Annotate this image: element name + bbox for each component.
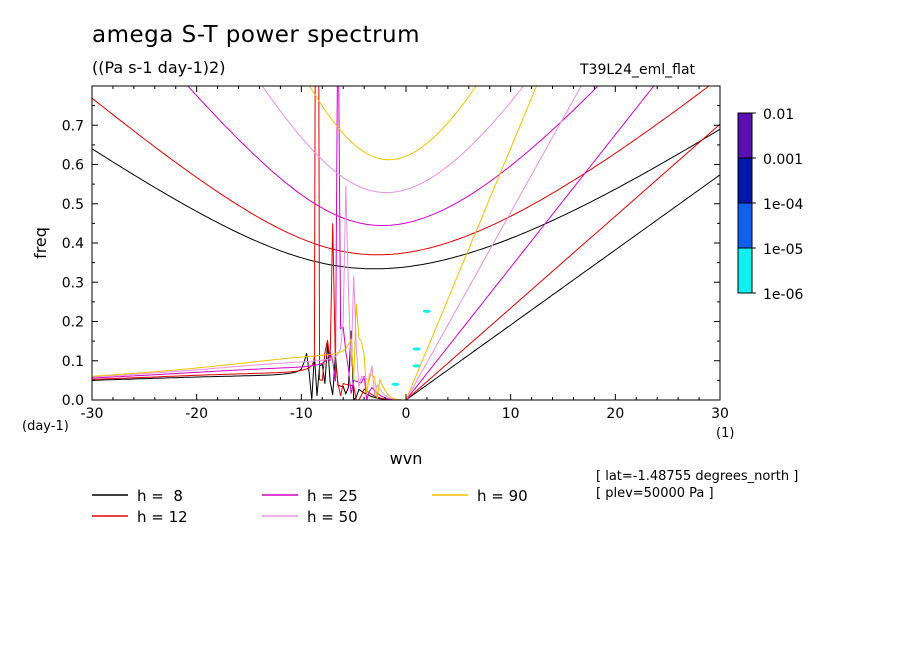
x-tick-label: -20 bbox=[185, 406, 208, 422]
x-tick-label: 30 bbox=[711, 406, 729, 422]
y-tick-label: 0.2 bbox=[62, 315, 84, 331]
inertia-gravity-curve-h12 bbox=[92, 86, 710, 256]
kelvin-curve-h8 bbox=[405, 174, 720, 400]
colorbar-label: 0.001 bbox=[763, 152, 803, 168]
y-tick-label: 0.3 bbox=[62, 275, 84, 291]
power-contour-patch bbox=[412, 364, 421, 368]
legend-label: h = 90 bbox=[477, 487, 528, 505]
y-tick-label: 0.6 bbox=[62, 158, 84, 174]
kelvin-curve-h50 bbox=[405, 86, 582, 400]
y-axis-label: freq bbox=[31, 227, 50, 259]
power-contour-patch bbox=[391, 382, 400, 386]
colorbar-segment bbox=[737, 247, 753, 294]
y-tick-label: 0.4 bbox=[62, 236, 84, 252]
rossby-curve-h12 bbox=[92, 86, 404, 400]
legend: h = 8 h = 12 h = 25 h = 50 h = 90 bbox=[92, 487, 528, 526]
axes-layer: -30 -20 -10 0 10 20 30 0.0 0.1 0.2 0.3 0.4 0.5 0.6 0.7… bbox=[22, 86, 734, 468]
colorbar-label: 1e-04 bbox=[763, 197, 803, 213]
y-tick-label: 0.5 bbox=[62, 197, 84, 213]
x-unit-label: (1) bbox=[716, 426, 734, 441]
kelvin-curve-h25 bbox=[405, 86, 655, 400]
chart-title: amega S-T power spectrum bbox=[92, 22, 421, 48]
power-contour-patch bbox=[412, 347, 421, 351]
pressure-level-info: [ plev=50000 Pa ] bbox=[596, 486, 714, 501]
y-tick-label: 0.1 bbox=[62, 354, 84, 370]
inertia-gravity-curve-h25 bbox=[187, 86, 599, 226]
y-tick-label: 0.7 bbox=[62, 118, 84, 134]
kelvin-curve-h12 bbox=[405, 123, 720, 400]
x-tick-label: 10 bbox=[502, 406, 520, 422]
colorbar-label: 1e-05 bbox=[763, 242, 803, 258]
rossby-curve-h50 bbox=[92, 185, 404, 400]
legend-label: h = 50 bbox=[307, 508, 358, 526]
y-unit-label: (day-1) bbox=[22, 419, 69, 434]
colorbar: 0.01 0.001 1e-04 1e-05 1e-06 bbox=[737, 107, 803, 303]
rossby-curve-h25 bbox=[92, 86, 404, 400]
colorbar-label: 1e-06 bbox=[763, 287, 803, 303]
legend-label: h = 25 bbox=[307, 487, 358, 505]
legend-label: h = 12 bbox=[137, 508, 188, 526]
x-axis-label: wvn bbox=[390, 449, 423, 468]
x-tick-label: -30 bbox=[81, 406, 104, 422]
kelvin-curve-h90 bbox=[405, 86, 538, 400]
colorbar-segment bbox=[737, 157, 753, 204]
power-contour-patch bbox=[422, 309, 431, 313]
y-tick-label: 0.0 bbox=[62, 393, 84, 409]
rossby-curve-h90 bbox=[92, 303, 404, 400]
inertia-gravity-curve-h90 bbox=[308, 86, 477, 161]
x-tick-label: 20 bbox=[606, 406, 624, 422]
colorbar-label: 0.01 bbox=[763, 107, 794, 123]
legend-label: h = 8 bbox=[137, 487, 183, 505]
experiment-label: T39L24_eml_flat bbox=[580, 62, 696, 78]
curve-layer bbox=[92, 86, 720, 400]
colorbar-segment bbox=[737, 112, 753, 159]
colorbar-segment bbox=[737, 202, 753, 249]
x-tick-label: -10 bbox=[290, 406, 313, 422]
inertia-gravity-curve-h8 bbox=[92, 128, 720, 270]
chart-units: ((Pa s-1 day-1)2) bbox=[92, 58, 226, 77]
latitude-info: [ lat=-1.48755 degrees_north ] bbox=[596, 469, 799, 484]
x-tick-label: 0 bbox=[402, 406, 411, 422]
inertia-gravity-curve-h50 bbox=[261, 86, 525, 193]
